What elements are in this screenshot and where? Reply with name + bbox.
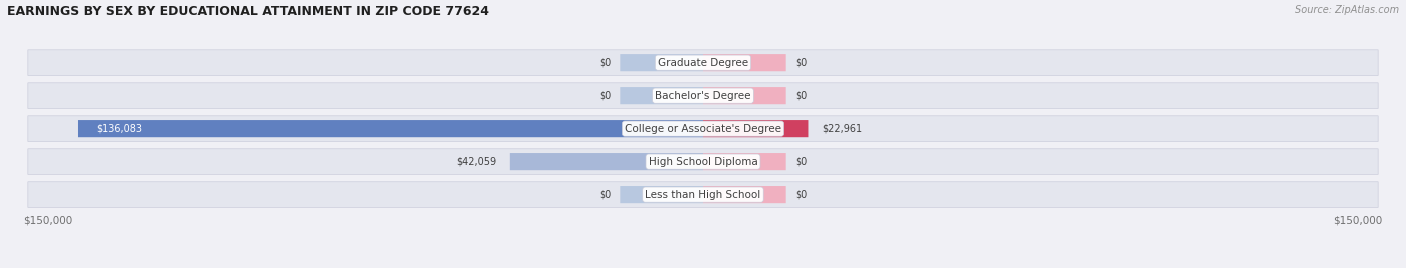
FancyBboxPatch shape — [620, 54, 703, 71]
FancyBboxPatch shape — [510, 153, 703, 170]
Text: $42,059: $42,059 — [456, 157, 496, 167]
Text: $136,083: $136,083 — [97, 124, 142, 134]
Text: $150,000: $150,000 — [24, 215, 73, 225]
FancyBboxPatch shape — [703, 153, 786, 170]
Text: $0: $0 — [794, 91, 807, 101]
FancyBboxPatch shape — [703, 186, 786, 203]
FancyBboxPatch shape — [28, 182, 1378, 207]
Text: College or Associate's Degree: College or Associate's Degree — [626, 124, 780, 134]
FancyBboxPatch shape — [620, 186, 703, 203]
Text: Bachelor's Degree: Bachelor's Degree — [655, 91, 751, 101]
Text: $0: $0 — [794, 157, 807, 167]
Text: $0: $0 — [599, 91, 612, 101]
Text: $0: $0 — [794, 189, 807, 200]
Text: $0: $0 — [599, 58, 612, 68]
FancyBboxPatch shape — [703, 120, 808, 137]
Text: $0: $0 — [794, 58, 807, 68]
Text: $22,961: $22,961 — [823, 124, 862, 134]
FancyBboxPatch shape — [28, 83, 1378, 109]
Text: Less than High School: Less than High School — [645, 189, 761, 200]
Text: Source: ZipAtlas.com: Source: ZipAtlas.com — [1295, 5, 1399, 15]
FancyBboxPatch shape — [28, 50, 1378, 76]
FancyBboxPatch shape — [28, 149, 1378, 174]
Text: $0: $0 — [599, 189, 612, 200]
FancyBboxPatch shape — [28, 116, 1378, 142]
Text: High School Diploma: High School Diploma — [648, 157, 758, 167]
FancyBboxPatch shape — [77, 120, 703, 137]
FancyBboxPatch shape — [703, 87, 786, 104]
FancyBboxPatch shape — [620, 87, 703, 104]
Text: Graduate Degree: Graduate Degree — [658, 58, 748, 68]
FancyBboxPatch shape — [703, 54, 786, 71]
Text: $150,000: $150,000 — [1333, 215, 1382, 225]
Text: EARNINGS BY SEX BY EDUCATIONAL ATTAINMENT IN ZIP CODE 77624: EARNINGS BY SEX BY EDUCATIONAL ATTAINMEN… — [7, 5, 489, 18]
